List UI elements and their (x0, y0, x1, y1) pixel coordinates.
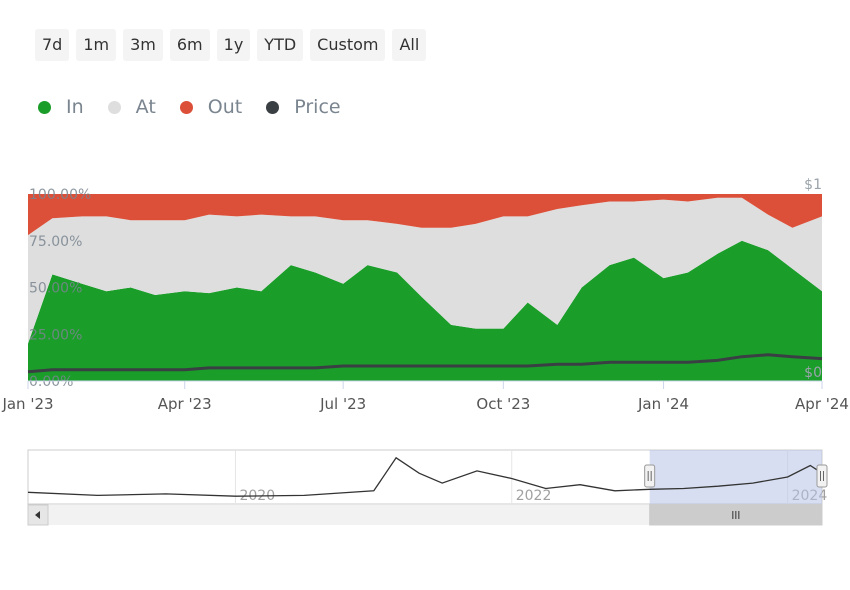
y-tick-label: 25.00% (29, 327, 82, 343)
legend-dot-price (266, 100, 280, 114)
legend-item-in[interactable]: In (38, 96, 84, 118)
y-tick-label: 0.00% (29, 374, 73, 390)
navigator-handle-right[interactable] (816, 464, 828, 488)
x-tick-label: Jul '23 (319, 395, 366, 413)
legend-item-out[interactable]: Out (179, 96, 243, 118)
navigator-line (27, 456, 823, 497)
range-button-1m[interactable]: 1m (76, 29, 117, 61)
handle-box[interactable] (816, 464, 828, 488)
x-tick-label: Apr '24 (795, 395, 849, 413)
area-series-group (28, 194, 822, 381)
chart-legend: In At Out Price (38, 96, 365, 118)
x-tick-label: Apr '23 (158, 395, 212, 413)
x-tick-label: Jan '24 (637, 395, 689, 413)
price-line (27, 353, 823, 374)
y2-tick-label: $1 (804, 177, 822, 193)
legend-label-price: Price (294, 96, 341, 118)
price-line-group (27, 353, 823, 374)
range-button-ytd[interactable]: YTD (257, 29, 304, 61)
scrollbar-track[interactable] (28, 505, 822, 525)
legend-label-in: In (66, 96, 84, 118)
legend-label-at: At (135, 96, 156, 118)
range-selector: 7d 1m 3m 6m 1y YTD Custom All (35, 29, 427, 61)
y-tick-label: 50.00% (29, 281, 82, 297)
range-button-6m[interactable]: 6m (169, 29, 210, 61)
legend-dot-in (38, 100, 51, 114)
navigator-selection[interactable] (649, 450, 822, 504)
range-button-custom[interactable]: Custom (310, 29, 386, 61)
navigator-handle-left[interactable] (644, 464, 656, 488)
legend-label-out: Out (207, 96, 243, 118)
range-button-7d[interactable]: 7d (35, 29, 70, 61)
main-chart: 100.00% 75.00% 50.00% 25.00% 0.00% $1 $0 Jan '… (1, 177, 849, 526)
x-tick-label: Oct '23 (476, 395, 530, 413)
y-tick-label: 100.00% (29, 187, 91, 203)
y-tick-label: 75.00% (29, 234, 82, 250)
range-button-1y[interactable]: 1y (216, 29, 251, 61)
handle-box[interactable] (644, 464, 656, 488)
chevron-left-icon (35, 511, 40, 519)
area-at (28, 197, 822, 344)
legend-dot-at (107, 100, 121, 114)
area-out (28, 194, 822, 236)
x-axis: Jan '23 Apr '23 Jul '23 Oct '23 Jan '24 Apr '… (1, 380, 849, 413)
y2-tick-label: $0 (804, 365, 822, 381)
x-tick-label: Jan '23 (1, 395, 53, 413)
area-in (28, 240, 822, 381)
navigator-x-label: 2022 (516, 488, 552, 504)
legend-item-price[interactable]: Price (266, 96, 341, 118)
legend-item-at[interactable]: At (107, 96, 156, 118)
range-button-all[interactable]: All (392, 29, 427, 61)
legend-dot-out (179, 100, 193, 114)
navigator: 202020222024 (27, 449, 828, 526)
y-axis-labels: 100.00% 75.00% 50.00% 25.00% 0.00% $1 $0 (29, 177, 822, 390)
range-button-3m[interactable]: 3m (123, 29, 163, 61)
